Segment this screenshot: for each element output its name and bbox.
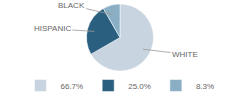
svg-text:BLACK: BLACK [58, 1, 85, 10]
svg-text:25.0%: 25.0% [128, 82, 151, 91]
svg-text:66.7%: 66.7% [61, 82, 84, 91]
svg-text:8.3%: 8.3% [196, 82, 214, 91]
svg-text:WHITE: WHITE [172, 50, 198, 59]
svg-text:HISPANIC: HISPANIC [34, 24, 71, 33]
